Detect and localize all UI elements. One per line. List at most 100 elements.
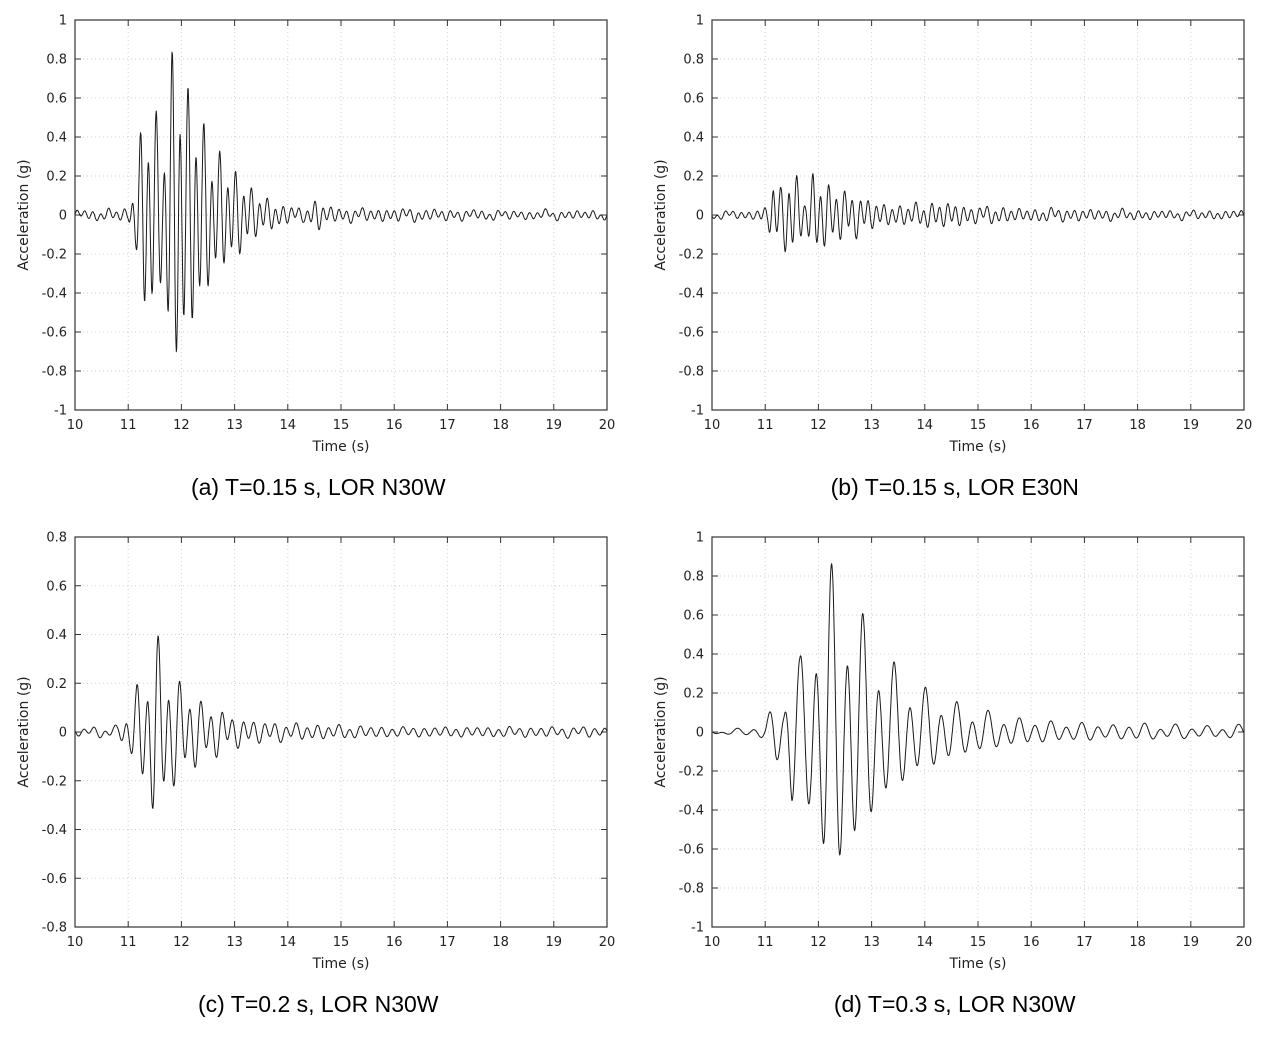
svg-text:15: 15 [969,935,986,950]
svg-text:0: 0 [59,209,67,224]
svg-text:13: 13 [863,935,880,950]
svg-text:0.4: 0.4 [683,131,704,146]
svg-text:0.4: 0.4 [47,131,68,146]
svg-text:12: 12 [810,418,827,433]
svg-text:-1: -1 [691,404,704,419]
y-axis-label: Acceleration (g) [16,159,32,270]
panel-d: 10 11 12 13 14 15 16 17 18 19 20 -1 -0.8 -0.6 -0.4 -0.2… [637,523,1273,1018]
svg-text:0.4: 0.4 [47,628,68,643]
svg-text:-0.4: -0.4 [42,823,67,838]
svg-text:18: 18 [493,418,510,433]
grid-lines [711,20,1244,410]
svg-text:0.2: 0.2 [683,170,704,185]
grid-lines [711,537,1244,927]
svg-text:0.2: 0.2 [47,170,68,185]
svg-text:0: 0 [59,726,67,741]
svg-text:11: 11 [757,418,774,433]
svg-text:18: 18 [493,935,510,950]
svg-text:-0.6: -0.6 [42,326,67,341]
svg-text:10: 10 [67,418,84,433]
svg-text:-0.4: -0.4 [678,287,703,302]
svg-text:20: 20 [599,418,616,433]
svg-text:18: 18 [1129,418,1146,433]
y-tick-labels: -1 -0.8 -0.6 -0.4 -0.2 0 0.2 0.4 0.6 0.8 1 [678,531,703,936]
chart-d-svg: 10 11 12 13 14 15 16 17 18 19 20-1-0.8-0.6-0.4-0.2… [653,531,1252,973]
plot-box [711,19,1245,411]
svg-text:11: 11 [120,935,137,950]
svg-text:0.8: 0.8 [47,531,68,546]
svg-text:12: 12 [173,418,190,433]
svg-text:14: 14 [280,418,297,433]
svg-text:0.6: 0.6 [47,92,68,107]
plot-box [74,19,608,411]
svg-text:19: 19 [546,935,563,950]
svg-text:-0.6: -0.6 [42,872,67,887]
svg-text:-0.4: -0.4 [42,287,67,302]
svg-text:16: 16 [386,935,403,950]
svg-text:15: 15 [333,418,350,433]
caption-a: (a) T=0.15 s, LOR N30W [190,474,446,500]
svg-text:17: 17 [439,418,456,433]
svg-text:0.2: 0.2 [683,687,704,702]
chart-a-svg: 10 11 12 13 14 15 16 17 18 19 20-1-0.8-0.6-0.4-0.2… [16,14,616,456]
svg-text:1: 1 [695,531,703,546]
svg-text:-0.8: -0.8 [678,365,703,380]
y-tick-labels: -1 -0.8 -0.6 -0.4 -0.2 0 0.2 0.4 0.6 0.8 1 [42,14,67,419]
svg-text:-1: -1 [54,404,67,419]
svg-text:17: 17 [439,935,456,950]
svg-text:14: 14 [280,935,297,950]
grid-lines [75,537,608,927]
svg-text:17: 17 [1076,418,1093,433]
svg-text:-1: -1 [691,921,704,936]
svg-text:19: 19 [546,418,563,433]
svg-text:1: 1 [59,14,67,29]
svg-text:-0.6: -0.6 [678,326,703,341]
waveform-trace [711,563,1245,856]
svg-text:0.4: 0.4 [683,648,704,663]
svg-text:-0.8: -0.8 [42,921,67,936]
svg-text:15: 15 [969,418,986,433]
svg-text:-0.8: -0.8 [678,882,703,897]
svg-text:16: 16 [1023,935,1040,950]
svg-text:14: 14 [916,418,933,433]
svg-text:0.8: 0.8 [683,570,704,585]
svg-text:-0.8: -0.8 [42,365,67,380]
waveform-trace [711,173,1245,253]
panel-c: 10 11 12 13 14 15 16 17 18 19 20 -0.8 -0.6 -0.4 -0.2 0 0… [0,523,637,1018]
svg-text:0.6: 0.6 [683,609,704,624]
x-axis-label: Time (s) [948,439,1006,455]
svg-text:11: 11 [757,935,774,950]
waveform-trace [74,635,608,809]
x-tick-labels: 10 11 12 13 14 15 16 17 18 19 20 [703,418,1252,433]
svg-text:0.6: 0.6 [47,579,68,594]
svg-text:17: 17 [1076,935,1093,950]
svg-text:18: 18 [1129,935,1146,950]
x-axis-label: Time (s) [312,956,370,972]
chart-c-svg: 10 11 12 13 14 15 16 17 18 19 20 -0.8 -0.6 -0.4 -0.2 0 0… [16,531,616,973]
svg-text:20: 20 [1235,418,1252,433]
y-axis-label: Acceleration (g) [16,676,32,787]
svg-text:13: 13 [863,418,880,433]
figure-grid: 10 11 12 13 14 15 16 17 18 19 20 -1 -0.8 -0.6 -0.4 -0.2… [0,14,1273,1018]
svg-text:0.8: 0.8 [47,53,68,68]
svg-text:0: 0 [695,209,703,224]
svg-text:11: 11 [120,418,137,433]
svg-text:0.6: 0.6 [683,92,704,107]
svg-text:12: 12 [173,935,190,950]
x-axis-label: Time (s) [312,439,370,455]
caption-c: (c) T=0.2 s, LOR N30W [197,991,439,1017]
svg-text:-0.4: -0.4 [678,804,703,819]
caption-b: (b) T=0.15 s, LOR E30N [830,474,1079,500]
x-tick-labels: 10 11 12 13 14 15 16 17 18 19 20 [67,418,616,433]
svg-text:0.8: 0.8 [683,53,704,68]
svg-text:1: 1 [695,14,703,29]
svg-text:10: 10 [67,935,84,950]
svg-text:15: 15 [333,935,350,950]
plot-box [74,536,608,928]
axis-ticks [74,19,608,411]
svg-text:20: 20 [599,935,616,950]
svg-text:16: 16 [386,418,403,433]
plot-box [711,536,1245,928]
y-tick-labels: -1 -0.8 -0.6 -0.4 -0.2 0 0.2 0.4 0.6 0.8 1 [678,14,703,419]
x-axis-label: Time (s) [948,956,1006,972]
